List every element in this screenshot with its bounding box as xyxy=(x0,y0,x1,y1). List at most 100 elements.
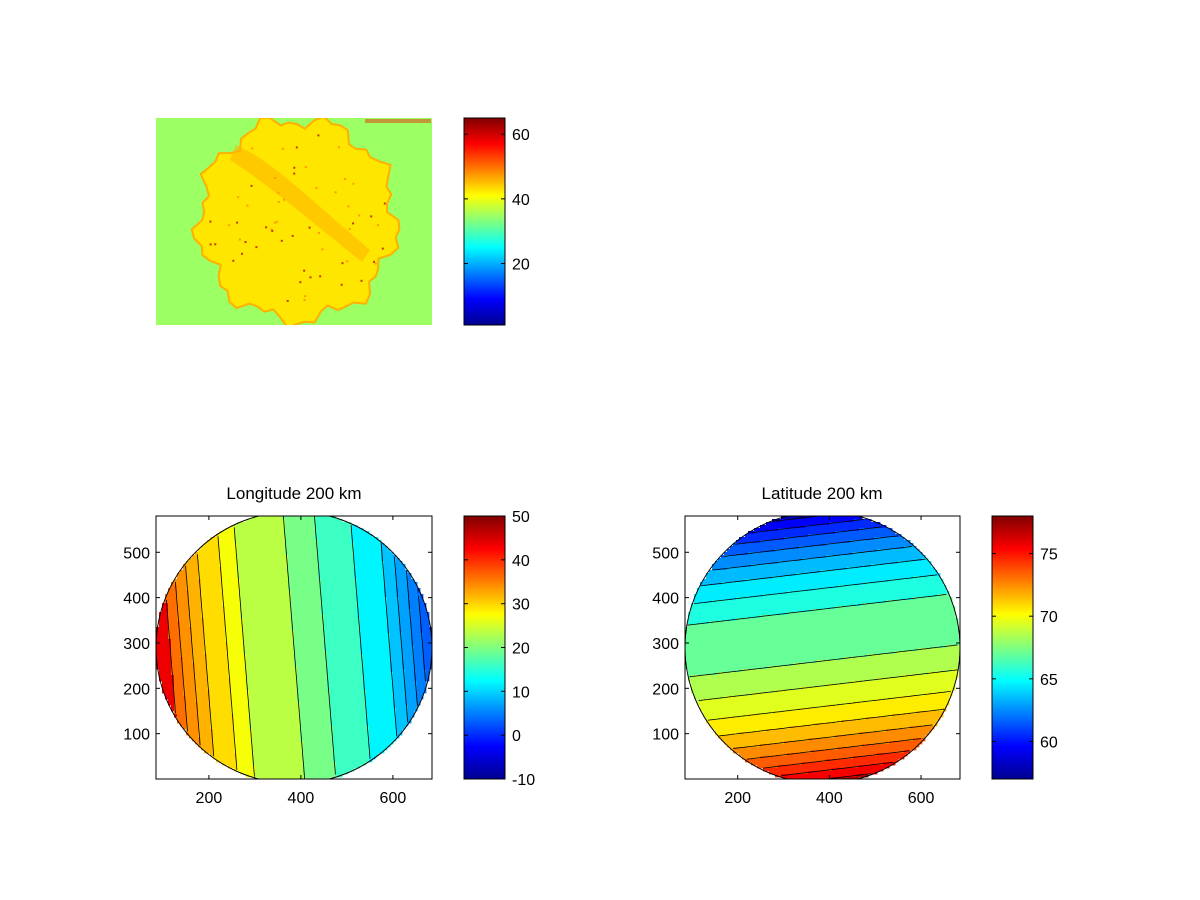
contour-fill-cell xyxy=(312,687,316,691)
contour-fill-cell xyxy=(345,621,349,625)
contour-fill-cell xyxy=(207,558,211,562)
contour-fill-cell xyxy=(273,528,277,532)
contour-fill-cell xyxy=(261,540,265,544)
contour-fill-cell xyxy=(342,699,346,703)
contour-fill-cell xyxy=(216,606,220,610)
contour-fill-cell xyxy=(354,642,358,646)
contour-fill-cell xyxy=(360,645,364,649)
contour-fill-cell xyxy=(222,579,226,583)
radar-speckle-point xyxy=(303,269,306,272)
contour-fill-cell xyxy=(201,600,205,604)
contour-fill-cell xyxy=(225,678,229,682)
contour-fill-cell xyxy=(327,669,331,673)
contour-fill-cell xyxy=(381,642,385,646)
contour-fill-cell xyxy=(387,549,391,553)
contour-fill-cell xyxy=(291,591,295,595)
contour-fill-cell xyxy=(162,609,166,613)
contour-fill-cell xyxy=(297,687,301,691)
contour-fill-cell xyxy=(264,633,268,637)
contour-fill-cell xyxy=(198,615,202,619)
contour-fill-cell xyxy=(210,585,214,589)
contour-fill-cell xyxy=(234,654,238,658)
contour-fill-cell xyxy=(189,654,193,658)
contour-fill-cell xyxy=(186,636,190,640)
contour-fill-cell xyxy=(267,612,271,616)
contour-fill-cell xyxy=(345,693,349,697)
contour-fill-cell xyxy=(198,666,202,670)
contour-fill-cell xyxy=(264,642,268,646)
contour-fill-cell xyxy=(339,615,343,619)
contour-fill-cell xyxy=(201,564,205,568)
contour-fill-cell xyxy=(303,534,307,538)
contour-fill-cell xyxy=(222,594,226,598)
contour-fill-cell xyxy=(222,675,226,679)
contour-fill-cell xyxy=(288,636,292,640)
contour-fill-cell xyxy=(159,660,163,664)
contour-fill-cell xyxy=(243,588,247,592)
contour-fill-cell xyxy=(204,666,208,670)
contour-fill-cell xyxy=(360,627,364,631)
contour-fill-cell xyxy=(378,642,382,646)
contour-fill-cell xyxy=(255,645,259,649)
contour-fill-cell xyxy=(201,666,205,670)
contour-fill-cell xyxy=(213,687,217,691)
contour-fill-cell xyxy=(258,549,262,553)
contour-fill-cell xyxy=(264,648,268,652)
contour-fill-cell xyxy=(390,648,394,652)
contour-fill-cell xyxy=(267,639,271,643)
contour-fill-cell xyxy=(252,579,256,583)
contour-fill-cell xyxy=(336,552,340,556)
contour-fill-cell xyxy=(210,609,214,613)
contour-fill-cell xyxy=(276,660,280,664)
contour-fill-cell xyxy=(192,558,196,562)
contour-fill-cell xyxy=(210,624,214,628)
contour-fill-cell xyxy=(381,603,385,607)
contour-fill-cell xyxy=(252,636,256,640)
contour-fill-cell xyxy=(369,645,373,649)
contour-fill-cell xyxy=(282,570,286,574)
contour-fill-cell xyxy=(267,597,271,601)
contour-fill-cell xyxy=(312,639,316,643)
contour-fill-cell xyxy=(285,651,289,655)
contour-fill-cell xyxy=(342,537,346,541)
contour-fill-cell xyxy=(168,597,172,601)
contour-fill-cell xyxy=(246,627,250,631)
contour-fill-cell xyxy=(321,537,325,541)
contour-fill-cell xyxy=(174,663,178,667)
contour-fill-cell xyxy=(327,579,331,583)
contour-fill-cell xyxy=(249,684,253,688)
contour-fill-cell xyxy=(297,615,301,619)
colorbar-tick-label: 70 xyxy=(1040,609,1058,626)
contour-fill-cell xyxy=(423,624,427,628)
radar-speckle-point xyxy=(280,239,283,242)
contour-fill-cell xyxy=(306,585,310,589)
contour-fill-cell xyxy=(315,663,319,667)
contour-fill-cell xyxy=(270,603,274,607)
contour-fill-cell xyxy=(324,519,328,523)
contour-fill-cell xyxy=(408,690,412,694)
contour-fill-cell xyxy=(405,627,409,631)
contour-fill-cell xyxy=(363,603,367,607)
contour-fill-cell xyxy=(288,657,292,661)
contour-fill-cell xyxy=(216,609,220,613)
contour-fill-cell xyxy=(393,600,397,604)
contour-fill-cell xyxy=(201,588,205,592)
contour-fill-cell xyxy=(183,651,187,655)
contour-fill-cell xyxy=(291,597,295,601)
contour-fill-cell xyxy=(231,534,235,538)
contour-fill-cell xyxy=(270,522,274,526)
contour-fill-cell xyxy=(252,618,256,622)
contour-fill-cell xyxy=(240,663,244,667)
contour-fill-cell xyxy=(348,561,352,565)
contour-fill-cell xyxy=(384,675,388,679)
contour-fill-cell xyxy=(351,624,355,628)
contour-fill-cell xyxy=(336,636,340,640)
contour-fill-cell xyxy=(375,660,379,664)
contour-fill-cell xyxy=(297,594,301,598)
contour-fill-cell xyxy=(378,630,382,634)
contour-fill-cell xyxy=(297,603,301,607)
contour-fill-cell xyxy=(276,636,280,640)
contour-fill-cell xyxy=(405,654,409,658)
contour-fill-cell xyxy=(279,546,283,550)
contour-fill-cell xyxy=(324,633,328,637)
